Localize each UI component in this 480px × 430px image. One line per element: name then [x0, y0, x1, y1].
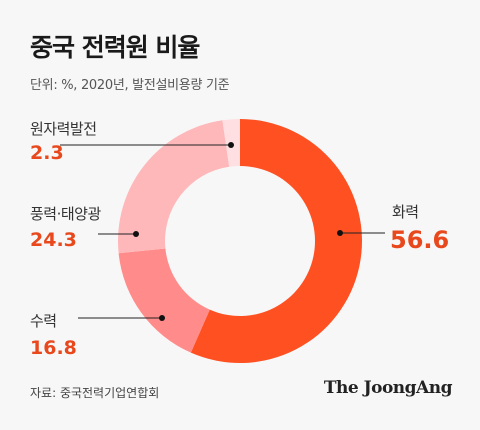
slice-wind-solar: [118, 120, 230, 254]
value-label-water: 16.8: [30, 337, 77, 359]
category-label-nuclear: 원자력발전: [30, 120, 97, 138]
category-label-fire: 화력: [392, 203, 419, 221]
donut-slices: [118, 119, 363, 363]
leader-dot-water: [159, 315, 165, 321]
slice-water: [118, 248, 210, 353]
leader-dot-fire: [337, 230, 343, 236]
category-label-water: 수력: [30, 312, 57, 330]
value-label-nuclear: 2.3: [30, 142, 64, 164]
value-label-fire: 56.6: [390, 226, 449, 254]
leader-dot-nuclear: [228, 142, 234, 148]
value-label-wind-solar: 24.3: [30, 229, 77, 251]
slice-labels: 화력 56.6 수력 16.8 풍력·태양광 24.3 원자력발전 2.3: [30, 120, 449, 359]
leader-lines: [60, 142, 385, 321]
chart-subtitle: 단위: %, 2020년, 발전설비용량 기준: [30, 78, 230, 93]
category-label-wind-solar: 풍력·태양광: [30, 205, 101, 223]
slice-fire: [190, 119, 363, 363]
source-note: 자료: 중국전력기업연합회: [30, 386, 160, 400]
page-title: 중국 전력원 비율: [30, 33, 200, 62]
brand-logo: The JoongAng: [323, 378, 453, 398]
leader-dot-wind-solar: [133, 231, 139, 237]
